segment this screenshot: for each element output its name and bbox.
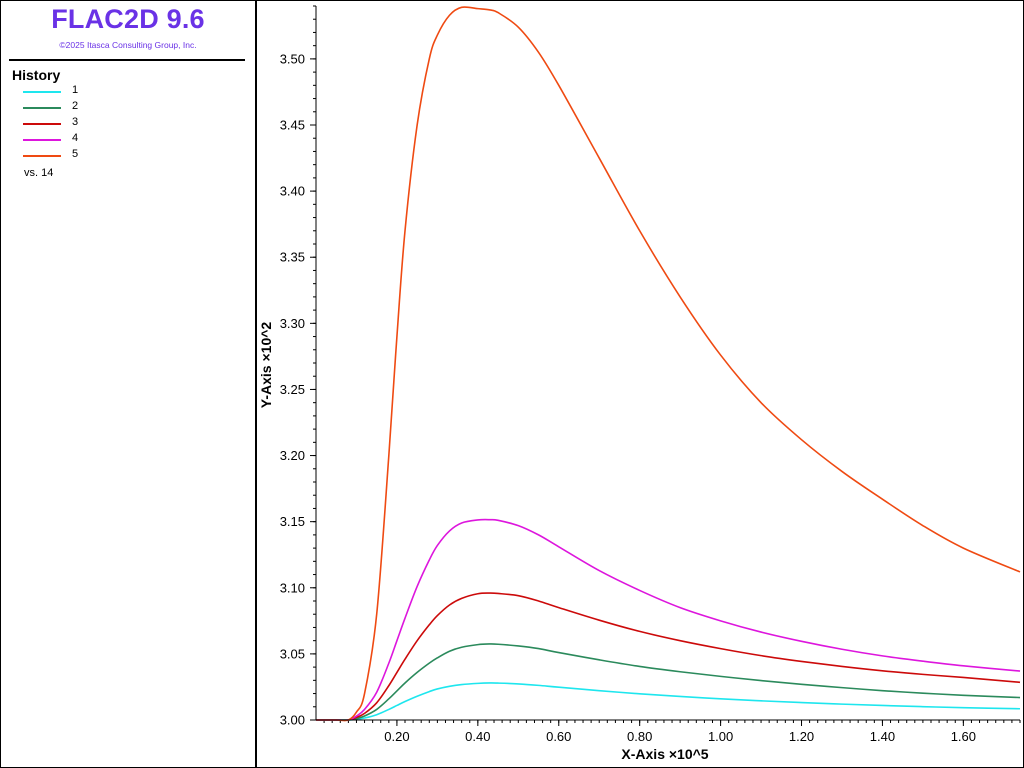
legend-label-4: 4 bbox=[72, 132, 79, 144]
legend-swatch-4 bbox=[23, 139, 61, 141]
legend-label-5: 5 bbox=[72, 148, 79, 160]
legend-heading: History bbox=[12, 67, 61, 83]
y-tick-label: 3.40 bbox=[280, 184, 305, 199]
x-tick-label: 0.20 bbox=[384, 729, 409, 744]
x-tick-label: 1.40 bbox=[870, 729, 895, 744]
series-line-1 bbox=[316, 682, 1021, 721]
series-layer bbox=[316, 6, 1021, 722]
y-tick-label: 3.00 bbox=[280, 713, 305, 728]
y-tick-label: 3.35 bbox=[280, 250, 305, 265]
legend-divider bbox=[9, 59, 245, 61]
legend-item-2: 2 bbox=[23, 100, 143, 114]
app-title: FLAC2D 9.6 bbox=[51, 4, 205, 34]
y-tick-label: 3.25 bbox=[280, 382, 305, 397]
legend-swatch-5 bbox=[23, 155, 61, 157]
legend-label-2: 2 bbox=[72, 100, 79, 112]
x-tick-label: 1.20 bbox=[789, 729, 814, 744]
series-line-3 bbox=[316, 592, 1021, 721]
x-tick-label: 1.00 bbox=[708, 729, 733, 744]
x-tick-label: 0.60 bbox=[546, 729, 571, 744]
legend-swatch-1 bbox=[23, 91, 61, 93]
plot-area[interactable]: 3.00 3.05 3.10 3.15 3.20 3.25 3.30 3.35 3.40 3.45… bbox=[257, 0, 1024, 768]
legend-label-3: 3 bbox=[72, 116, 79, 128]
x-axis-ticks: 0.20 0.40 0.60 0.80 1.00 1.20 1.40 1.60 bbox=[323, 720, 1021, 744]
y-tick-label: 3.15 bbox=[280, 514, 305, 529]
y-tick-label: 3.30 bbox=[280, 316, 305, 331]
legend-vs-label: vs. 14 bbox=[24, 167, 54, 179]
x-tick-label: 1.60 bbox=[951, 729, 976, 744]
legend-item-3: 3 bbox=[23, 116, 143, 130]
legend-swatch-3 bbox=[23, 123, 61, 125]
y-tick-label: 3.10 bbox=[280, 580, 305, 595]
y-tick-label: 3.20 bbox=[280, 448, 305, 463]
series-line-2 bbox=[316, 643, 1021, 721]
legend-item-5: 5 bbox=[23, 148, 143, 162]
legend-swatch-2 bbox=[23, 107, 61, 109]
y-tick-label: 3.05 bbox=[280, 646, 305, 661]
legend-panel: FLAC2D 9.6 ©2025 Itasca Consulting Group… bbox=[0, 0, 255, 768]
series-line-5 bbox=[316, 6, 1021, 722]
y-tick-label: 3.50 bbox=[280, 51, 305, 66]
legend-label-1: 1 bbox=[72, 84, 79, 96]
series-line-4 bbox=[316, 518, 1021, 722]
panel-divider bbox=[255, 0, 257, 768]
legend-item-1: 1 bbox=[23, 84, 143, 98]
y-tick-label: 3.45 bbox=[280, 118, 305, 133]
x-tick-label: 0.40 bbox=[465, 729, 490, 744]
x-tick-label: 0.80 bbox=[627, 729, 652, 744]
app-copyright: ©2025 Itasca Consulting Group, Inc. bbox=[59, 40, 197, 50]
y-axis-ticks: 3.00 3.05 3.10 3.15 3.20 3.25 3.30 3.35 3.40 3.45… bbox=[280, 5, 316, 728]
legend-item-4: 4 bbox=[23, 132, 143, 146]
x-axis-title: X-Axis ×10^5 bbox=[621, 746, 708, 762]
y-axis-title: Y-Axis ×10^2 bbox=[258, 322, 274, 409]
